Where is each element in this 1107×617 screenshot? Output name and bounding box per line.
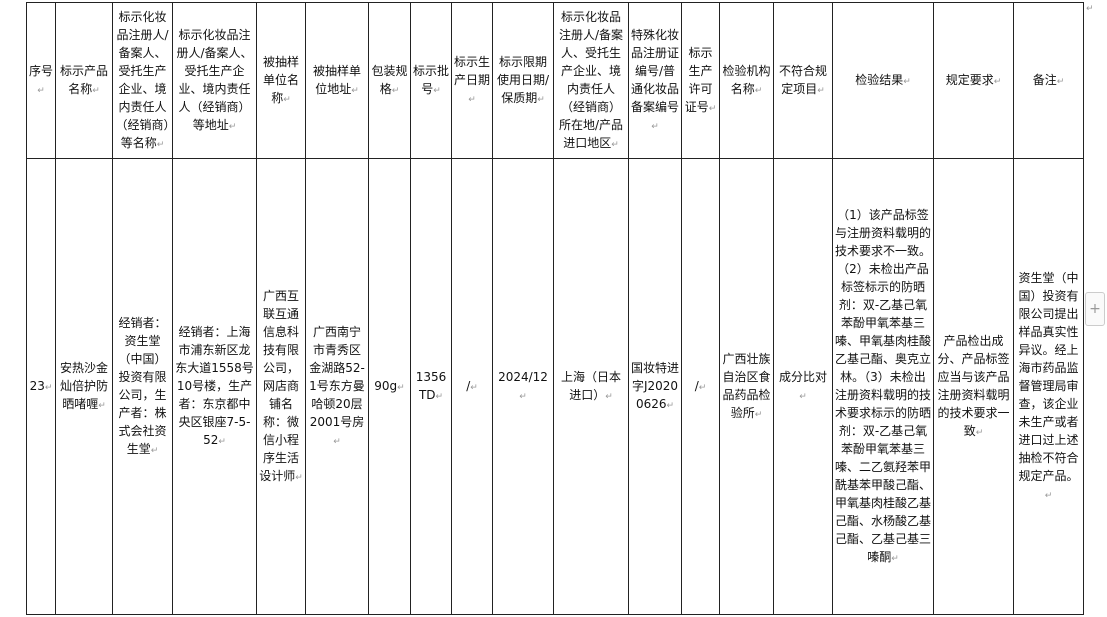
- cell-text: 上海（日本进口）: [561, 370, 621, 402]
- table-row: 23 安热沙金灿倍护防晒啫喱经销者：资生堂（中国）投资有限公司，生产者：株式会社资…: [26, 158, 1084, 615]
- column-header: 规定要求: [933, 2, 1014, 159]
- header-text: 备注: [1033, 73, 1065, 87]
- table-cell: 1356TD: [410, 158, 452, 615]
- table-cell: 90g: [368, 158, 411, 615]
- cell-text: （1）该产品标签与注册资料载明的技术要求不一致。（2）未检出产品标签标示的防晒剂…: [835, 208, 931, 564]
- header-text: 检验结果: [855, 73, 911, 87]
- table-cell: 广西壮族自治区食品药品检验所: [719, 158, 774, 615]
- header-text: 特殊化妆品注册证编号/普通化妆品备案编号: [631, 28, 679, 132]
- cell-text: 成分比对: [779, 370, 827, 402]
- header-text: 标示化妆品注册人/备案人、受托生产企业、境内责任人（经销商）等地址: [176, 28, 252, 132]
- header-text: 规定要求: [946, 73, 1002, 87]
- cell-text: 90g: [374, 379, 404, 393]
- header-text: 不符合规定项目: [779, 64, 827, 96]
- header-text: 标示产品名称: [60, 64, 108, 96]
- cell-text: 资生堂（中国）投资有限公司提出样品真实性异议。经上海市药品监督管理局审查，该企业…: [1018, 271, 1078, 501]
- column-header: 标示化妆品注册人/备案人、受托生产企业、境内责任人（经销商）所在地/产品进口地区: [553, 2, 629, 159]
- column-header: 备注: [1013, 2, 1084, 159]
- column-header: 被抽样单位地址: [305, 2, 369, 159]
- table-cell: /: [681, 158, 720, 615]
- column-header: 不符合规定项目: [773, 2, 833, 159]
- header-text: 被抽样单位地址: [313, 64, 361, 96]
- table-cell: /: [451, 158, 493, 615]
- column-header: 包装规格: [368, 2, 411, 159]
- table-cell: 广西南宁市青秀区金湖路52-1号东方曼哈顿20层2001号房: [305, 158, 369, 615]
- add-row-button[interactable]: +: [1085, 292, 1105, 326]
- header-row: 序号标示产品名称标示化妆品注册人/备案人、受托生产企业、境内责任人（经销商）等名…: [26, 2, 1084, 159]
- column-header: 被抽样单位名称: [256, 2, 306, 159]
- header-text: 标示化妆品注册人/备案人、受托生产企业、境内责任人（经销商）等名称: [115, 10, 169, 150]
- header-text: 标示批号: [413, 64, 449, 96]
- cell-text: 1356TD: [416, 370, 447, 402]
- column-header: 标示化妆品注册人/备案人、受托生产企业、境内责任人（经销商）等名称: [112, 2, 173, 159]
- cell-text: 经销者：上海市浦东新区龙东大道1558号10号楼，生产者：东京都中央区银座7-5…: [175, 325, 254, 447]
- column-header: 标示限期使用日期/保质期: [492, 2, 554, 159]
- table-cell: 广西互联互通信息科技有限公司，网店商铺名称：微信小程序生活设计师: [256, 158, 306, 615]
- column-header: 标示批号: [410, 2, 452, 159]
- cell-text: 广西南宁市青秀区金湖路52-1号东方曼哈顿20层2001号房: [309, 325, 365, 447]
- column-header: 序号: [26, 2, 56, 159]
- table-cell: 经销者：资生堂（中国）投资有限公司，生产者：株式会社资生堂: [112, 158, 173, 615]
- header-text: 标示化妆品注册人/备案人、受托生产企业、境内责任人（经销商）所在地/产品进口地区: [559, 10, 623, 150]
- column-header: 特殊化妆品注册证编号/普通化妆品备案编号: [628, 2, 682, 159]
- table-cell: （1）该产品标签与注册资料载明的技术要求不一致。（2）未检出产品标签标示的防晒剂…: [832, 158, 934, 615]
- table-cell: 产品检出成分、产品标签应当与该产品注册资料载明的技术要求一致: [933, 158, 1014, 615]
- table-cell: 经销者：上海市浦东新区龙东大道1558号10号楼，生产者：东京都中央区银座7-5…: [172, 158, 257, 615]
- column-header: 标示生产许可证号: [681, 2, 720, 159]
- header-text: 被抽样单位名称: [263, 55, 299, 105]
- table-cell: 23: [26, 158, 56, 615]
- table-cell: 国妆特进字J20200626: [628, 158, 682, 615]
- header-text: 序号: [29, 64, 53, 96]
- header-text: 标示生产许可证号: [685, 46, 717, 114]
- cell-text: 产品检出成分、产品标签应当与该产品注册资料载明的技术要求一致: [937, 334, 1009, 438]
- cell-text: 广西壮族自治区食品药品检验所: [722, 352, 770, 420]
- table-cell: 资生堂（中国）投资有限公司提出样品真实性异议。经上海市药品监督管理局审查，该企业…: [1013, 158, 1084, 615]
- cell-text: 国妆特进字J20200626: [631, 361, 679, 411]
- cell-text: /: [466, 379, 478, 393]
- cell-text: 2024/12: [498, 370, 548, 402]
- header-text: 标示生产日期: [454, 55, 490, 105]
- header-text: 检验机构名称: [722, 64, 770, 96]
- cell-text: 广西互联互通信息科技有限公司，网店商铺名称：微信小程序生活设计师: [259, 289, 303, 483]
- column-header: 标示生产日期: [451, 2, 493, 159]
- column-header: 标示化妆品注册人/备案人、受托生产企业、境内责任人（经销商）等地址: [172, 2, 257, 159]
- header-text: 标示限期使用日期/保质期: [497, 55, 549, 105]
- header-text: 包装规格: [371, 64, 407, 96]
- table-cell: 成分比对: [773, 158, 833, 615]
- column-header: 标示产品名称: [55, 2, 113, 159]
- column-header: 检验机构名称: [719, 2, 774, 159]
- cell-text: 23: [30, 379, 53, 393]
- table-cell: 安热沙金灿倍护防晒啫喱: [55, 158, 113, 615]
- sampling-result-table: 序号标示产品名称标示化妆品注册人/备案人、受托生产企业、境内责任人（经销商）等名…: [26, 2, 1084, 615]
- table-cell: 上海（日本进口）: [553, 158, 629, 615]
- cell-text: 安热沙金灿倍护防晒啫喱: [60, 361, 108, 411]
- cell-text: /: [695, 379, 707, 393]
- table-cell: 2024/12: [492, 158, 554, 615]
- column-header: 检验结果: [832, 2, 934, 159]
- row-end-mark: ↵: [1086, 4, 1094, 14]
- cell-text: 经销者：资生堂（中国）投资有限公司，生产者：株式会社资生堂: [118, 316, 166, 456]
